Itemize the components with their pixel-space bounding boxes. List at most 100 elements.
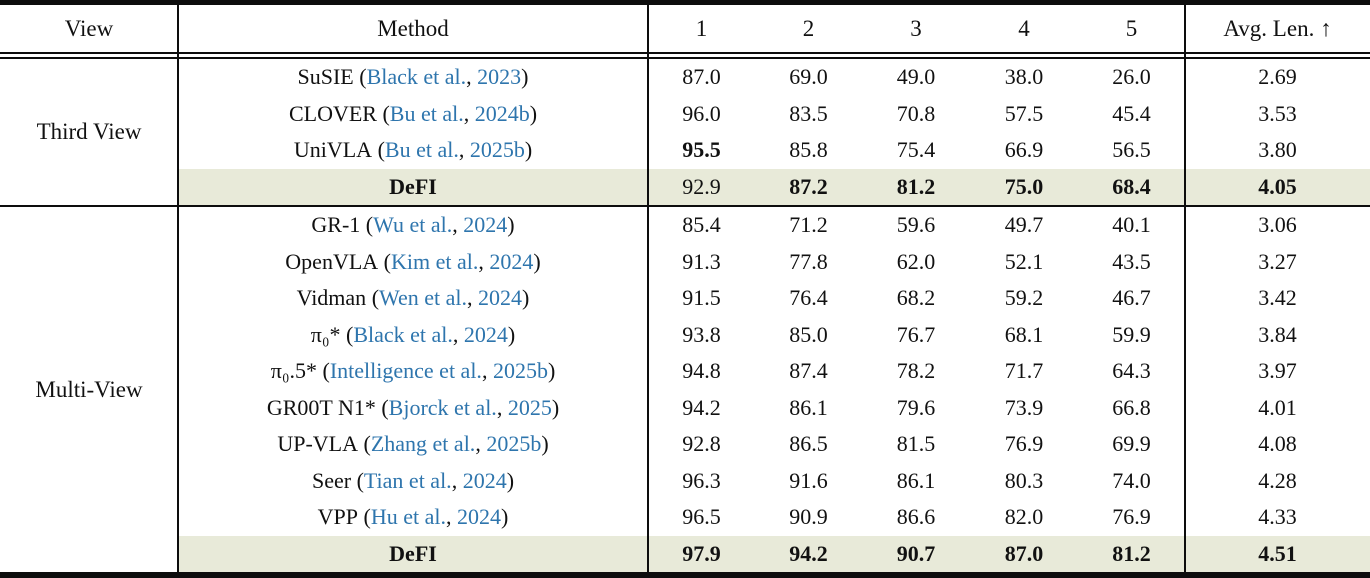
success-rate-cell: 59.6: [896, 212, 936, 238]
citation-authors-link[interactable]: Bjorck et al.: [388, 394, 497, 420]
success-rate-cell: 90.7: [862, 535, 970, 572]
success-rate-cell: 87.0: [970, 535, 1078, 572]
avg-len-cell: 4.08: [1258, 431, 1297, 457]
success-rate-cell: 91.6: [789, 467, 828, 493]
method-name: VPP: [317, 504, 359, 530]
success-rate-cell: 49.7: [1004, 212, 1044, 238]
citation-year-link[interactable]: 2024: [489, 248, 534, 274]
success-rate-cell: 73.9: [1004, 394, 1044, 420]
success-rate-cell: 45.4: [1112, 100, 1151, 126]
citation-year-link[interactable]: 2025b: [469, 137, 525, 163]
cite-open-paren: (: [317, 358, 330, 384]
success-rate-cell: 94.8: [682, 358, 721, 384]
success-rate-cell: 69.9: [1112, 431, 1151, 457]
method-name: DeFI: [389, 540, 437, 566]
cite-comma: ,: [463, 100, 475, 126]
success-rate-cell: 69.0: [789, 64, 828, 90]
column-rule-after-method: [647, 5, 649, 572]
citation-year-link[interactable]: 2024: [462, 467, 507, 493]
avg-len-cell: 3.53: [1258, 100, 1297, 126]
cite-comma: ,: [478, 248, 490, 274]
citation-year-link[interactable]: 2025b: [486, 431, 542, 457]
success-rate-cell: 76.9: [1004, 431, 1044, 457]
citation-authors-link[interactable]: Hu et al.: [370, 504, 446, 530]
method-cell: DeFI: [178, 535, 648, 572]
success-rate-cell: 78.2: [896, 358, 936, 384]
citation-year-link[interactable]: 2024: [478, 285, 523, 311]
success-rate-cell: 71.2: [789, 212, 828, 238]
success-rate-cell: 68.2: [896, 285, 936, 311]
cite-close-paren: ): [506, 467, 515, 493]
cite-comma: ,: [452, 212, 464, 238]
citation-authors-link[interactable]: Black et al.: [353, 321, 453, 347]
avg-len-cell: 4.28: [1258, 467, 1297, 493]
cite-open-paren: (: [375, 394, 389, 420]
success-rate-cell: 49.0: [896, 64, 936, 90]
citation-year-link[interactable]: 2024: [457, 504, 501, 530]
citation-authors-link[interactable]: Bu et al.: [389, 100, 464, 126]
citation-year-link[interactable]: 2025: [507, 394, 552, 420]
success-rate-cell: 68.1: [1004, 321, 1044, 347]
citation-authors-link[interactable]: Wu et al.: [373, 212, 453, 238]
cite-comma: ,: [466, 64, 478, 90]
cite-close-paren: ): [541, 431, 549, 457]
method-name: CLOVER: [288, 100, 377, 126]
success-rate-cell: 66.8: [1112, 394, 1151, 420]
success-rate-cell: 96.3: [682, 467, 721, 493]
avg-len-cell: 4.33: [1258, 504, 1297, 530]
citation-authors-link[interactable]: Intelligence et al.: [329, 358, 482, 384]
header-step-1: 1: [695, 15, 708, 41]
cite-comma: ,: [481, 358, 493, 384]
method-name: π₀.5*: [270, 358, 318, 384]
header-avg-len: Avg. Len. ↑: [1223, 15, 1332, 41]
cite-open-paren: (: [378, 248, 391, 274]
method-name: GR00T N1*: [266, 394, 376, 420]
success-rate-cell: 82.0: [1004, 504, 1044, 530]
header-step-5: 5: [1125, 15, 1138, 41]
citation-year-link[interactable]: 2023: [477, 64, 522, 90]
success-rate-cell: 75.4: [896, 137, 936, 163]
cite-close-paren: ): [521, 64, 529, 90]
cite-close-paren: ): [501, 504, 509, 530]
cite-close-paren: ): [507, 212, 515, 238]
citation-authors-link[interactable]: Bu et al.: [384, 137, 459, 163]
success-rate-cell: 66.9: [1004, 137, 1044, 163]
citation-year-link[interactable]: 2025b: [492, 358, 548, 384]
avg-len-cell: 4.51: [1185, 535, 1370, 572]
success-rate-cell: 93.8: [682, 321, 721, 347]
success-rate-cell: 38.0: [1004, 64, 1044, 90]
view-group-label: Multi-View: [35, 376, 143, 402]
success-rate-cell: 71.7: [1004, 358, 1044, 384]
method-cell: DeFI: [178, 168, 648, 205]
citation-authors-link[interactable]: Zhang et al.: [370, 431, 476, 457]
citation-authors-link[interactable]: Wen et al.: [379, 285, 468, 311]
method-name: Vidman: [296, 285, 367, 311]
method-cell: OpenVLA (Kim et al., 2024): [178, 244, 648, 281]
cite-comma: ,: [475, 431, 487, 457]
citation-year-link[interactable]: 2024b: [474, 100, 530, 126]
success-rate-cell: 79.6: [896, 394, 936, 420]
success-rate-cell: 95.5: [682, 137, 721, 163]
citation-authors-link[interactable]: Tian et al.: [363, 467, 452, 493]
success-rate-cell: 91.3: [682, 248, 721, 274]
citation-year-link[interactable]: 2024: [463, 321, 508, 347]
avg-len-cell: 3.84: [1258, 321, 1297, 347]
header-step-2: 2: [802, 15, 815, 41]
method-name: GR-1: [311, 212, 361, 238]
citation-authors-link[interactable]: Kim et al.: [391, 248, 479, 274]
success-rate-cell: 85.4: [682, 212, 721, 238]
cite-comma: ,: [446, 504, 457, 530]
success-rate-cell: 87.0: [682, 64, 721, 90]
success-rate-cell: 90.9: [789, 504, 828, 530]
citation-authors-link[interactable]: Black et al.: [366, 64, 467, 90]
success-rate-cell: 57.5: [1004, 100, 1044, 126]
method-cell: SuSIE (Black et al., 2023): [178, 59, 648, 96]
success-rate-cell: 92.8: [682, 431, 721, 457]
cite-open-paren: (: [351, 467, 364, 493]
method-cell: Vidman (Wen et al., 2024): [178, 280, 648, 317]
citation-year-link[interactable]: 2024: [463, 212, 508, 238]
success-rate-cell: 70.8: [896, 100, 936, 126]
cite-comma: ,: [496, 394, 508, 420]
